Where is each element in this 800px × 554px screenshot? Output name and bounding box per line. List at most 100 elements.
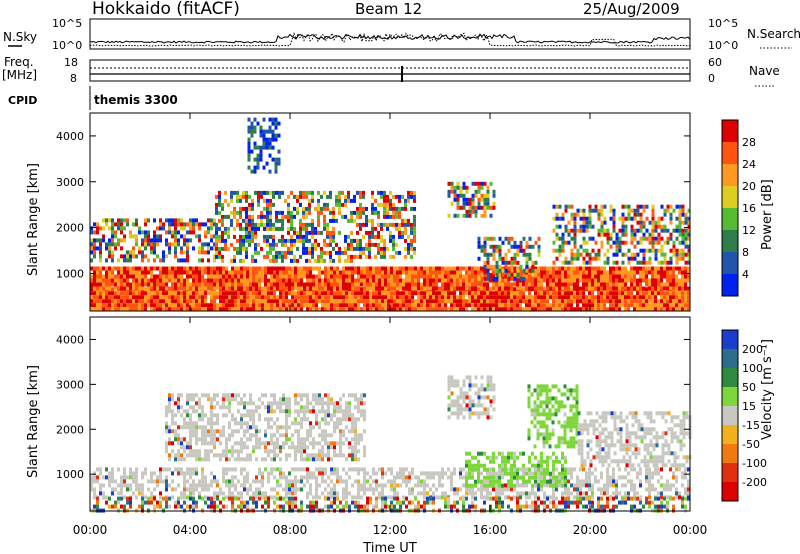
- heat-cell: [231, 491, 234, 496]
- heat-cell: [324, 295, 327, 300]
- heat-cell: [351, 467, 354, 472]
- heat-cell: [582, 212, 586, 217]
- heat-cell: [174, 238, 177, 243]
- heat-cell: [180, 234, 183, 239]
- heat-cell: [150, 295, 153, 300]
- heat-cell: [630, 295, 633, 300]
- heat-cell: [230, 218, 233, 223]
- heat-cell: [347, 242, 350, 247]
- heat-cell: [228, 295, 231, 300]
- heat-cell: [246, 291, 249, 296]
- heat-cell: [252, 291, 255, 296]
- heat-cell: [105, 218, 108, 223]
- heat-cell: [489, 264, 493, 269]
- heat-cell: [546, 274, 549, 279]
- heat-cell: [236, 222, 239, 227]
- heat-cell: [321, 467, 324, 472]
- heat-cell: [239, 198, 242, 203]
- heat-cell: [210, 299, 213, 304]
- heat-cell: [687, 248, 691, 253]
- heat-cell: [251, 234, 254, 239]
- heat-cell: [375, 278, 378, 283]
- heat-cell: [365, 214, 368, 219]
- heat-cell: [306, 491, 309, 496]
- heat-cell: [531, 286, 534, 291]
- heat-cell: [90, 238, 93, 243]
- heat-cell: [369, 291, 372, 296]
- heat-cell: [564, 274, 567, 279]
- heat-cell: [285, 266, 288, 271]
- heat-cell: [183, 307, 186, 312]
- heat-cell: [180, 467, 183, 472]
- heat-cell: [144, 254, 147, 259]
- heat-cell: [534, 282, 537, 287]
- heat-cell: [654, 224, 658, 229]
- heat-cell: [320, 246, 323, 251]
- heat-cell: [528, 274, 531, 279]
- heat-cell: [90, 250, 93, 255]
- heat-cell: [624, 483, 627, 488]
- heat-cell: [267, 307, 270, 312]
- heat-cell: [456, 278, 459, 283]
- heat-cell: [150, 278, 153, 283]
- heat-cell: [245, 234, 248, 239]
- heat-cell: [299, 190, 302, 195]
- heat-cell: [351, 299, 354, 304]
- heat-cell: [684, 220, 688, 225]
- heat-cell: [456, 266, 459, 271]
- heat-cell: [261, 495, 264, 500]
- heat-cell: [414, 266, 417, 271]
- heat-cell: [213, 270, 216, 275]
- heat-cell: [344, 250, 347, 255]
- heat-cell: [606, 240, 610, 245]
- heat-cell: [555, 270, 558, 275]
- heat-cell: [297, 479, 300, 484]
- heat-cell: [231, 504, 234, 509]
- heat-cell: [453, 189, 457, 194]
- heat-cell: [240, 274, 243, 279]
- heat-cell: [371, 210, 374, 215]
- heat-cell: [477, 181, 481, 186]
- heat-cell: [192, 307, 195, 312]
- heat-cell: [621, 278, 624, 283]
- heat-cell: [268, 169, 272, 174]
- heat-cell: [651, 224, 655, 229]
- heat-cell: [291, 496, 294, 501]
- heat-cell: [480, 270, 483, 275]
- heat-cell: [269, 218, 272, 223]
- heat-cell: [233, 246, 236, 251]
- heat-cell: [263, 198, 266, 203]
- heat-cell: [465, 307, 468, 312]
- heat-cell: [357, 471, 360, 476]
- heat-cell: [378, 274, 381, 279]
- heat-cell: [306, 467, 309, 472]
- heat-cell: [258, 467, 261, 472]
- heat-cell: [207, 496, 210, 501]
- heat-cell: [567, 220, 571, 225]
- heat-cell: [315, 475, 318, 480]
- heat-cell: [552, 291, 555, 296]
- heat-cell: [327, 307, 330, 312]
- heat-cell: [248, 214, 251, 219]
- heat-cell: [261, 504, 264, 509]
- heat-cell: [99, 258, 102, 263]
- heat-cell: [588, 295, 591, 300]
- heat-cell: [636, 228, 640, 233]
- heat-cell: [606, 491, 609, 496]
- heat-cell: [210, 222, 213, 227]
- heat-cell: [335, 242, 338, 247]
- heat-cell: [245, 222, 248, 227]
- heat-cell: [582, 208, 586, 213]
- heat-cell: [165, 307, 168, 312]
- heat-cell: [570, 295, 573, 300]
- heat-cell: [111, 270, 114, 275]
- heat-cell: [606, 483, 609, 488]
- heat-cell: [453, 266, 456, 271]
- heat-cell: [162, 226, 165, 231]
- heat-cell: [162, 295, 165, 300]
- heat-cell: [561, 244, 565, 249]
- heat-cell: [345, 491, 348, 496]
- heat-cell: [411, 303, 414, 308]
- heat-cell: [648, 495, 651, 500]
- heat-cell: [507, 248, 511, 253]
